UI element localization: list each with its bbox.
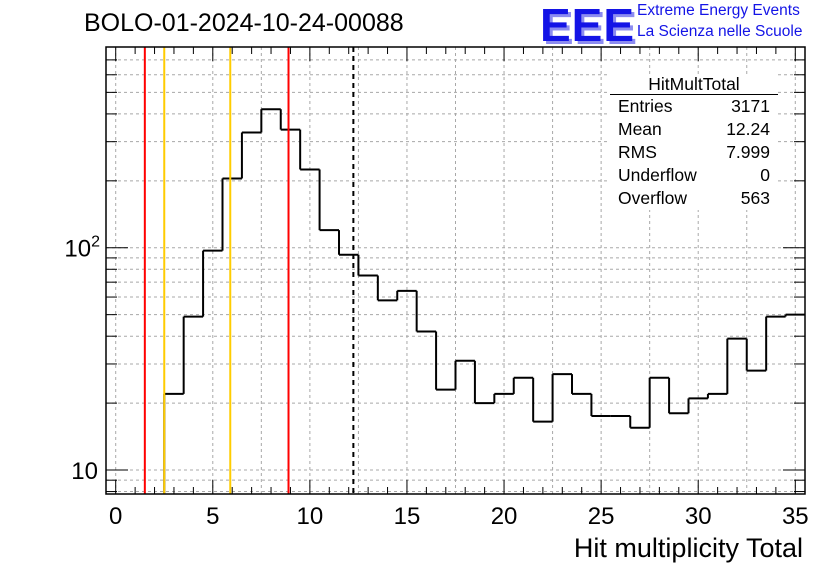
stats-value: 0 [760, 165, 770, 185]
stats-row-underflow: Underflow 0 [610, 164, 778, 187]
reference-lines [143, 47, 355, 494]
eee-logo: EEE [540, 0, 636, 51]
stats-row-rms: RMS 7.999 [610, 141, 778, 164]
stats-value: 7.999 [726, 142, 770, 162]
stats-label: RMS [618, 142, 657, 162]
stats-label: Underflow [618, 165, 697, 185]
stats-label: Entries [618, 96, 673, 116]
stats-title: HitMultTotal [610, 74, 778, 95]
x-tick-label: 30 [685, 503, 712, 530]
stats-row-overflow: Overflow 563 [610, 187, 778, 210]
stats-row-mean: Mean 12.24 [610, 118, 778, 141]
y-tick-label: 10 [71, 458, 98, 485]
plot-frame [105, 46, 806, 495]
x-tick-label: 0 [109, 503, 122, 530]
stats-label: Mean [618, 119, 662, 139]
histogram-series [163, 108, 805, 494]
stats-value: 3171 [731, 96, 770, 116]
x-tick-label: 35 [782, 503, 809, 530]
x-tick-label: 20 [491, 503, 518, 530]
x-tick-label: 25 [588, 503, 615, 530]
axis-ticks [106, 46, 805, 494]
x-tick-label: 10 [297, 503, 324, 530]
axis-tick-labels: 0 5 10 15 20 25 30 35 10 102 [64, 234, 808, 530]
x-tick-label: 15 [394, 503, 421, 530]
y-tick-label: 102 [64, 234, 100, 263]
stats-box: HitMultTotal Entries 3171 Mean 12.24 RMS… [610, 74, 778, 210]
x-axis-label: Hit multiplicity Total [573, 533, 803, 563]
plot-border [105, 46, 806, 495]
logo-line-2: La Scienza nelle Scuole [637, 23, 803, 40]
logo-line-1: Extreme Energy Events [637, 2, 800, 19]
x-tick-label: 5 [206, 503, 219, 530]
stats-row-entries: Entries 3171 [610, 95, 778, 118]
stats-value: 12.24 [726, 119, 770, 139]
chart-title: BOLO-01-2024-10-24-00088 [84, 9, 404, 37]
stats-value: 563 [740, 188, 770, 208]
stats-label: Overflow [618, 188, 688, 208]
